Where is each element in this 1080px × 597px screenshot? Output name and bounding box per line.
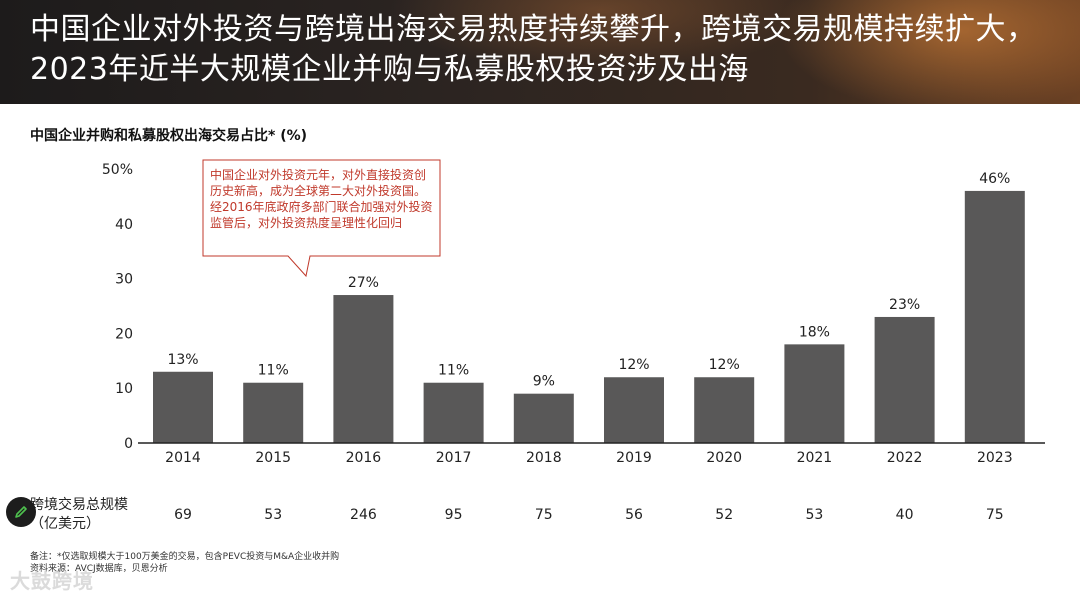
y-tick-label: 10 <box>115 381 133 397</box>
secondary-row-value: 52 <box>715 507 733 523</box>
bar <box>153 371 213 443</box>
x-tick-label: 2020 <box>706 450 742 466</box>
data-label: 11% <box>438 363 469 379</box>
data-label: 27% <box>348 275 379 291</box>
x-tick-label: 2019 <box>616 450 652 466</box>
x-tick-label: 2017 <box>436 450 472 466</box>
secondary-row-value: 56 <box>625 507 643 523</box>
secondary-row-value: 246 <box>350 507 377 523</box>
bar <box>423 382 484 443</box>
data-label: 9% <box>533 374 555 390</box>
x-tick-label: 2015 <box>255 450 291 466</box>
secondary-row-value: 95 <box>445 507 463 523</box>
x-tick-label: 2022 <box>887 450 923 466</box>
x-tick-label: 2023 <box>977 450 1013 466</box>
y-tick-label: 0 <box>124 436 133 452</box>
secondary-row-label-line2: （亿美元） <box>30 516 100 532</box>
data-label: 46% <box>979 171 1010 187</box>
bar <box>333 295 394 443</box>
y-tick-label: 50% <box>102 162 133 178</box>
y-tick-label: 20 <box>115 326 133 342</box>
footnote-source: 资料来源：AVCJ数据库，贝恩分析 <box>30 564 168 574</box>
bar <box>513 393 574 443</box>
data-label: 23% <box>889 297 920 313</box>
secondary-row-value: 53 <box>264 507 282 523</box>
secondary-row-value: 75 <box>986 507 1004 523</box>
annotation-callout-box <box>202 159 441 278</box>
secondary-row-label-line1: 跨境交易总规模 <box>30 496 128 513</box>
watermark: 大鼓跨境 <box>10 569 94 593</box>
data-label: 12% <box>618 357 649 373</box>
header-banner: 中国企业对外投资与跨境出海交易热度持续攀升，跨境交易规模持续扩大，2023年近半… <box>0 0 1080 104</box>
chart-title: 中国企业并购和私募股权出海交易占比* (%) <box>30 128 308 144</box>
data-label: 12% <box>709 357 740 373</box>
secondary-row-value: 75 <box>535 507 553 523</box>
y-tick-label: 40 <box>115 217 133 233</box>
y-tick-label: 30 <box>115 272 133 288</box>
bar <box>964 190 1025 443</box>
bar <box>874 316 935 443</box>
secondary-row-value: 69 <box>174 507 192 523</box>
data-label: 18% <box>799 324 830 340</box>
page-title: 中国企业对外投资与跨境出海交易热度持续攀升，跨境交易规模持续扩大，2023年近半… <box>30 12 1037 87</box>
bar <box>604 377 664 443</box>
footnote-note: 备注：*仅选取规模大于100万美金的交易，包含PEVC投资与M&A企业收并购 <box>30 552 340 562</box>
bar <box>694 377 755 443</box>
x-tick-label: 2016 <box>346 450 382 466</box>
secondary-row-value: 40 <box>896 507 914 523</box>
data-label: 11% <box>258 363 289 379</box>
x-tick-label: 2021 <box>797 450 833 466</box>
annotation-text: 中国企业对外投资元年，对外直接投资创历史新高，成为全球第二大对外投资国。经201… <box>210 168 433 230</box>
edit-pencil-button[interactable] <box>6 497 36 527</box>
pencil-icon <box>15 506 27 518</box>
x-tick-label: 2014 <box>165 450 201 466</box>
bar <box>784 344 845 443</box>
secondary-row-value: 53 <box>805 507 823 523</box>
x-tick-label: 2018 <box>526 450 562 466</box>
bar <box>243 382 304 443</box>
data-label: 13% <box>167 352 198 368</box>
footnote: 备注：*仅选取规模大于100万美金的交易，包含PEVC投资与M&A企业收并购 资… <box>30 551 339 575</box>
